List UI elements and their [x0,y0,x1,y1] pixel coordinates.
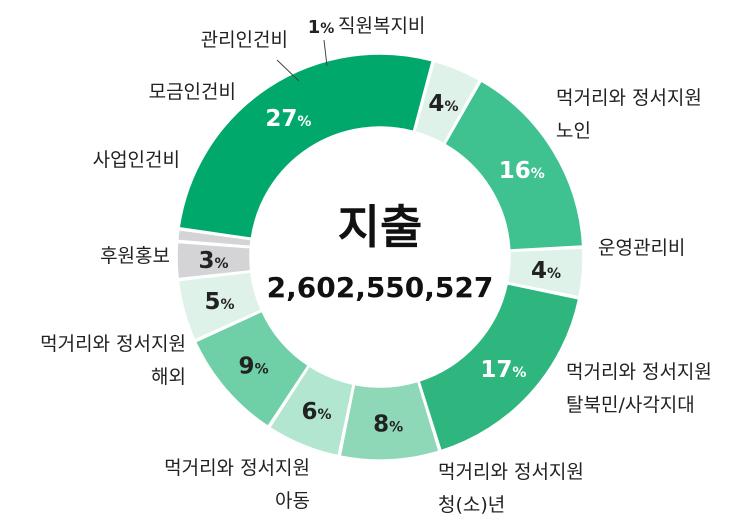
donut-slice-5 [339,380,440,461]
percent-labels: 27% 4% 16% 4% 17% 8% 6% 9% 5% 3% 1% [199,17,562,437]
category-label-5: 먹거리와 정서지원 해외 [40,333,186,388]
percent-label-8: 5% [204,289,234,315]
category-label-1: 운영관리비 [598,237,685,259]
category-label-3: 먹거리와 정서지원 청(소)년 [438,461,584,516]
center-total: 2,602,550,527 [267,271,494,304]
leader-lines [276,39,328,82]
category-label-2: 먹거리와 정서지원 탈북민/사각지대 [566,361,712,416]
donut-slice-2 [443,79,584,251]
percent-label-5: 8% [373,411,403,437]
donut-slice-1 [413,60,481,145]
donut-slice-6 [268,365,355,457]
category-label-7: 사업인건비 [93,149,180,171]
donut-slice-9 [176,241,252,280]
percent-label-4: 17% [480,357,526,383]
percent-label-10: 1% [308,17,335,38]
donut-slice-0 [178,53,434,240]
percent-label-3: 4% [531,258,561,284]
percent-label-1: 4% [428,91,458,117]
donut-slice-10 [176,228,253,248]
donut-slices [176,53,584,461]
donut-slice-4 [418,282,580,452]
category-label-10: 직원복지비 [338,15,425,37]
percent-label-7: 9% [239,353,269,379]
category-label-6: 후원홍보 [100,245,170,267]
donut-slice-3 [506,247,584,298]
category-label-8: 모금인건비 [149,81,236,103]
category-label-0: 먹거리와 정서지원 노인 [556,87,702,142]
percent-label-9: 3% [199,248,229,274]
leader-line-10 [323,39,328,67]
center-title: 지출 [338,200,423,254]
percent-label-6: 6% [302,399,332,425]
donut-center: 지출 2,602,550,527 [267,200,494,304]
percent-label-2: 16% [499,158,545,184]
category-label-4: 먹거리와 정서지원 아동 [164,457,310,512]
donut-slice-8 [177,271,263,341]
percent-label-0: 27% [265,106,311,132]
category-label-9: 관리인건비 [201,29,288,51]
leader-line-9 [276,59,300,82]
donut-slice-7 [194,310,310,428]
